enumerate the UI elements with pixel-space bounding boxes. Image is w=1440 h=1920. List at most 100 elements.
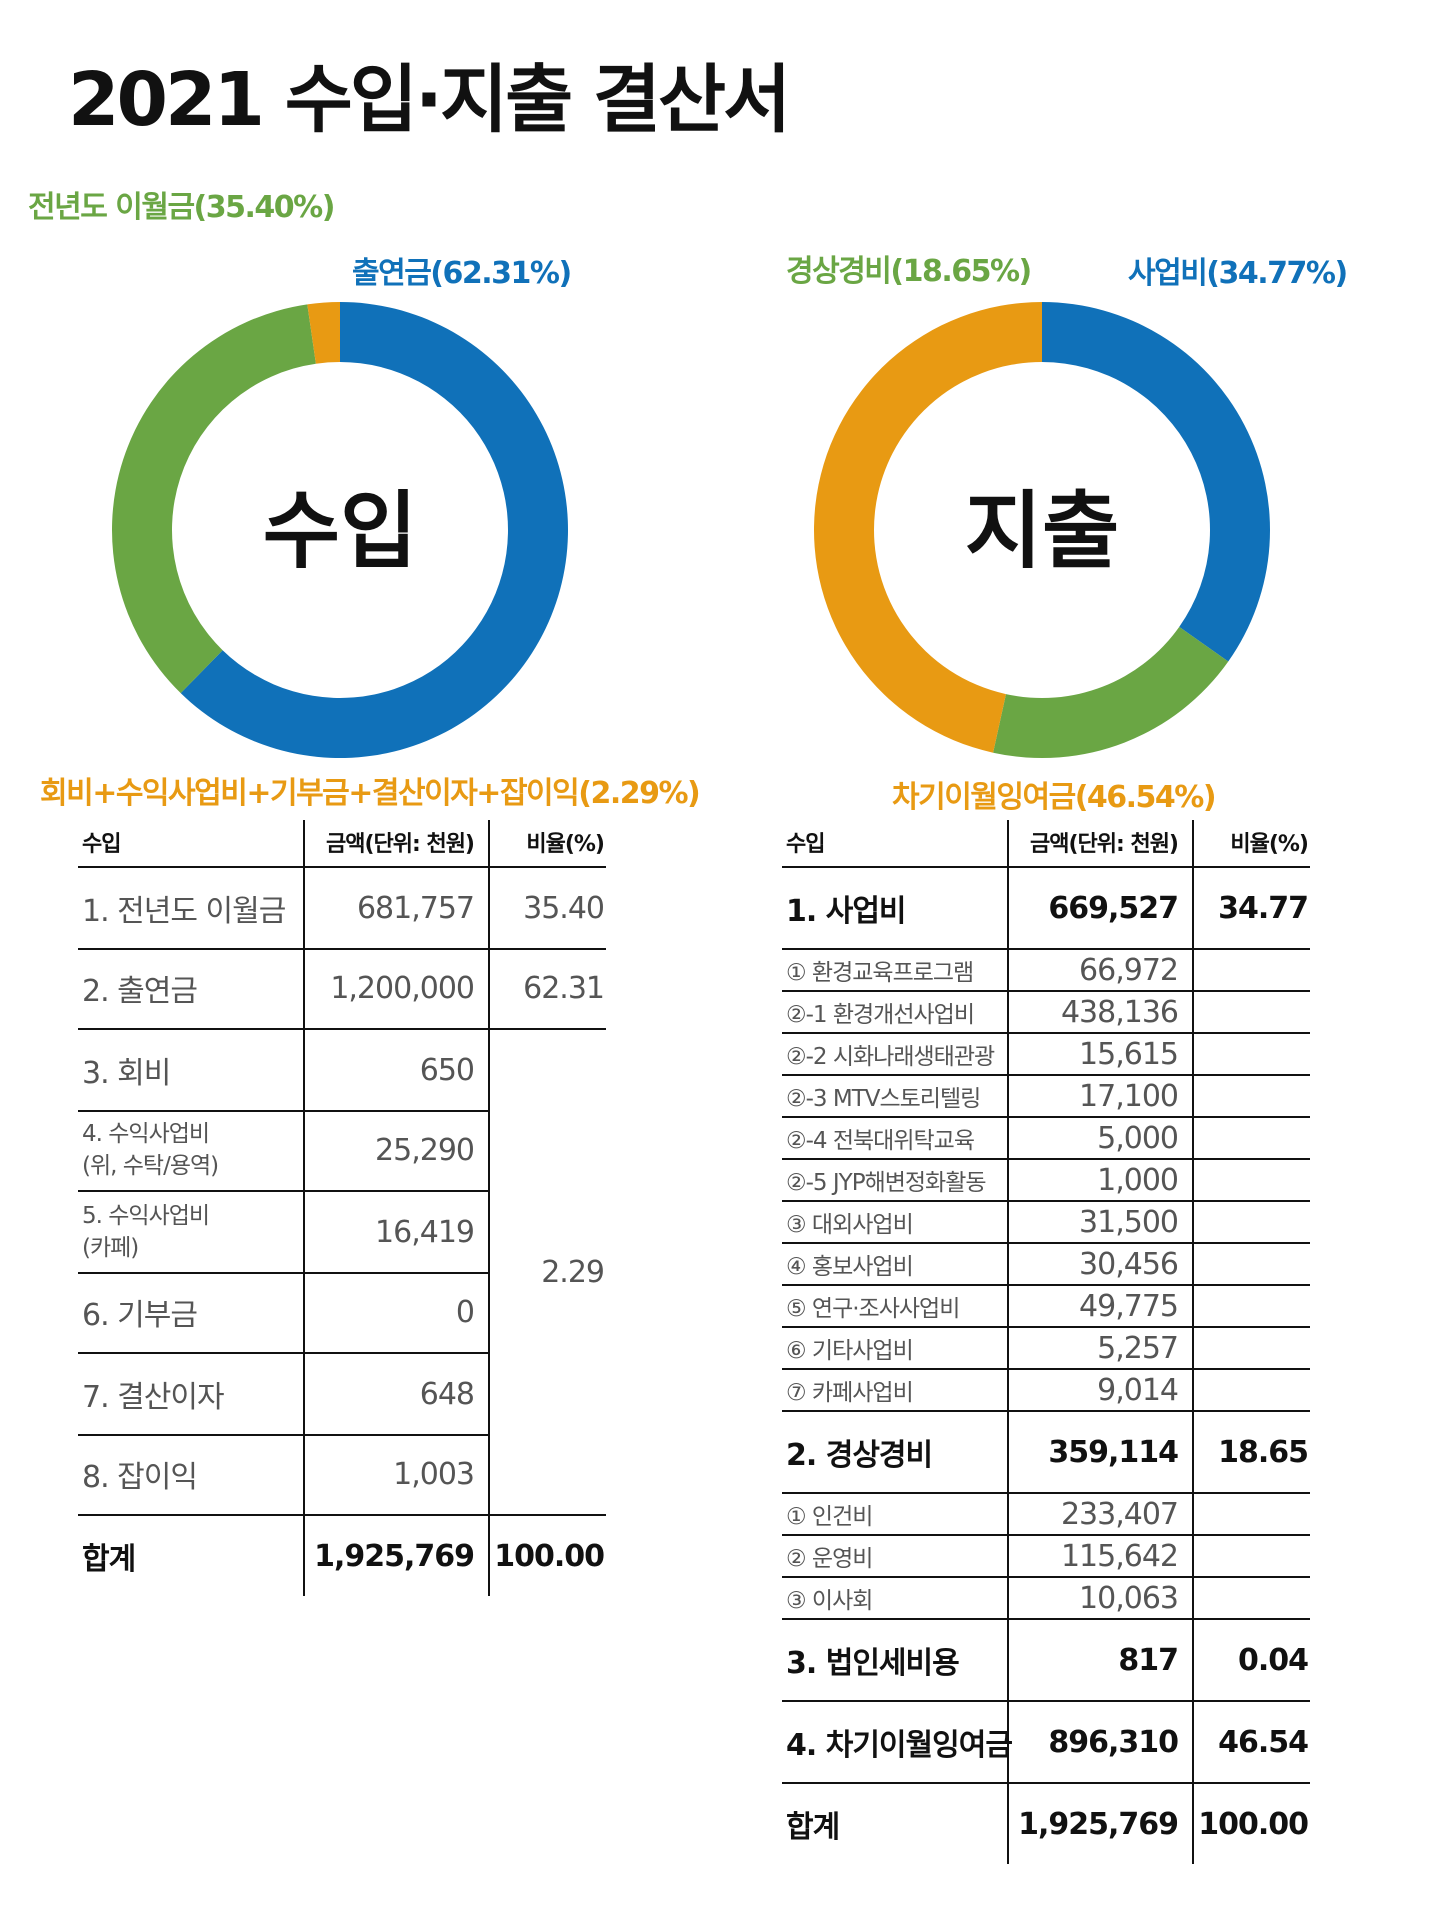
slice-label-blue: 사업비(34.77%) <box>1128 256 1348 291</box>
table-rule <box>78 1272 488 1274</box>
col-ratio: 100.00 <box>494 1538 605 1574</box>
col-name: ②-5 JYP해변정화활동 <box>786 1170 987 1196</box>
table-rule <box>78 1110 488 1112</box>
table-rule <box>782 1368 1310 1370</box>
slice-label-orange: 차기이월잉여금(46.54%) <box>892 780 1217 815</box>
col-name: ③ 대외사업비 <box>786 1212 914 1238</box>
col-amount: 금액(단위: 천원) <box>325 832 475 857</box>
table-rule <box>782 948 1310 950</box>
income-donut-chart: 수입 <box>112 302 568 758</box>
col-amount: 9,014 <box>1097 1372 1179 1408</box>
col-name: ②-3 MTV스토리텔링 <box>786 1086 981 1112</box>
col-name: ⑤ 연구·조사사업비 <box>786 1296 960 1322</box>
table-rule <box>782 1782 1310 1784</box>
expense-table: 수입 금액(단위: 천원) 비율(%) 1. 사업비 669,527 34.77 ① 환경교… <box>782 820 1310 1864</box>
col-ratio: 0.04 <box>1237 1642 1309 1678</box>
page-title: 2021 수입·지출 결산서 <box>68 57 791 143</box>
cell-line: (카페) <box>82 1235 139 1261</box>
col-amount: 16,419 <box>375 1214 475 1250</box>
col-ratio <box>1192 950 1310 990</box>
donut-slice <box>814 302 1042 753</box>
col-name: 2. 출연금 <box>82 974 198 1009</box>
col-amount: 1,925,769 <box>1018 1806 1179 1842</box>
col-ratio: 100.00 <box>1198 1806 1309 1842</box>
col-ratio: 35.40 <box>523 890 605 926</box>
col-name: 7. 결산이자 <box>82 1380 225 1415</box>
col-name: 1. 사업비 <box>786 894 907 929</box>
col-amount: 359,114 <box>1048 1434 1179 1470</box>
col-ratio <box>1192 1370 1310 1410</box>
col-ratio <box>1192 1244 1310 1284</box>
table-rule <box>78 1514 606 1516</box>
col-name: ②-2 시화나래생태관광 <box>786 1044 995 1070</box>
table-column-rule <box>1007 820 1009 1864</box>
table-rule <box>782 1576 1310 1578</box>
col-ratio <box>1192 1328 1310 1368</box>
col-ratio <box>1192 1286 1310 1326</box>
col-name: 3. 회비 <box>82 1056 171 1091</box>
col-amount: 10,063 <box>1079 1580 1179 1616</box>
donut-slice <box>1042 302 1270 662</box>
table-rule <box>782 866 1310 868</box>
donut-slice <box>307 302 340 364</box>
col-amount: 681,757 <box>356 890 475 926</box>
col-name: ③ 이사회 <box>786 1588 873 1614</box>
col-name: 4. 수익사업비 (위, 수탁/용역) <box>78 1110 303 1190</box>
col-ratio <box>1192 1118 1310 1158</box>
table-rule <box>782 1326 1310 1328</box>
table-column-rule <box>303 820 305 1596</box>
col-name: ②-1 환경개선사업비 <box>786 1002 975 1028</box>
table-rule <box>78 866 606 868</box>
table-column-rule <box>488 820 490 1596</box>
col-amount: 31,500 <box>1079 1204 1179 1240</box>
col-name: 4. 차기이월잉여금 <box>786 1728 1013 1763</box>
table-rule <box>782 1492 1310 1494</box>
table-rule <box>782 1410 1310 1412</box>
col-ratio <box>1192 1076 1310 1116</box>
donut-slice <box>993 626 1229 758</box>
donut-slice <box>112 304 316 694</box>
col-amount: 5,257 <box>1097 1330 1179 1366</box>
col-ratio: 18.65 <box>1218 1434 1309 1470</box>
col-name: 2. 경상경비 <box>786 1438 933 1473</box>
col-amount: 896,310 <box>1048 1724 1179 1760</box>
col-ratio: 62.31 <box>523 970 605 1006</box>
col-name: 6. 기부금 <box>82 1298 198 1333</box>
table-rule <box>78 1352 488 1354</box>
table-rule <box>782 1074 1310 1076</box>
col-ratio <box>1192 1494 1310 1534</box>
donut-center-label: 수입 <box>263 482 418 580</box>
col-name: 1. 전년도 이월금 <box>82 894 286 929</box>
col-amount: 49,775 <box>1079 1288 1179 1324</box>
col-amount: 17,100 <box>1079 1078 1179 1114</box>
col-amount: 115,642 <box>1060 1538 1179 1574</box>
col-name: 5. 수익사업비 (카페) <box>78 1192 303 1272</box>
col-amount: 금액(단위: 천원) <box>1029 832 1179 857</box>
col-ratio: 34.77 <box>1218 890 1309 926</box>
col-name: ① 환경교육프로그램 <box>786 960 974 986</box>
col-ratio <box>1192 1034 1310 1074</box>
expense-donut-chart: 지출 <box>814 302 1270 758</box>
col-ratio: 46.54 <box>1218 1724 1309 1760</box>
col-amount: 5,000 <box>1097 1120 1179 1156</box>
col-name: ⑦ 카페사업비 <box>786 1380 914 1406</box>
col-name: 3. 법인세비용 <box>786 1646 960 1681</box>
col-amount: 648 <box>419 1376 475 1412</box>
cell-line: 5. 수익사업비 <box>82 1203 210 1229</box>
col-amount: 25,290 <box>375 1132 475 1168</box>
col-amount: 233,407 <box>1060 1496 1179 1532</box>
col-name: 합계 <box>786 1810 840 1845</box>
table-rule <box>782 1032 1310 1034</box>
col-amount: 1,003 <box>393 1456 475 1492</box>
col-name: ② 운영비 <box>786 1546 873 1572</box>
slice-label-orange: 회비+수익사업비+기부금+결산이자+잡이익(2.29%) <box>40 776 701 811</box>
table-rule <box>782 1534 1310 1536</box>
col-name: ① 인건비 <box>786 1504 873 1530</box>
table-rule <box>782 1700 1310 1702</box>
col-amount: 15,615 <box>1079 1036 1179 1072</box>
table-rule <box>78 1190 488 1192</box>
cell-line: (위, 수탁/용역) <box>82 1153 219 1179</box>
col-amount: 438,136 <box>1060 994 1179 1030</box>
col-ratio: 비율(%) <box>526 832 605 857</box>
col-amount: 650 <box>419 1052 475 1088</box>
